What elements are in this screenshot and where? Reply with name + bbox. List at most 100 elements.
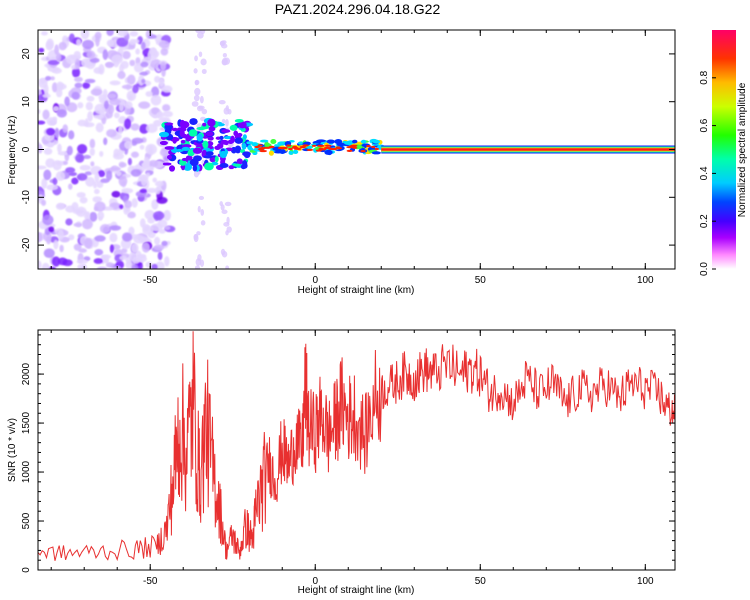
noise-blob (87, 111, 93, 122)
noise-blob (195, 258, 202, 266)
noise-blob (55, 88, 63, 98)
snr-x-axis: -50 0 50 100 (50, 330, 654, 587)
noise-blob (83, 122, 95, 128)
signal-blob (306, 145, 313, 150)
noise-blob (94, 201, 106, 212)
noise-blob (48, 226, 55, 233)
noise-blob (114, 112, 120, 119)
noise-blob (77, 102, 84, 109)
noise-blob (45, 75, 52, 81)
noise-blob (144, 209, 155, 220)
noise-blob (71, 67, 81, 78)
signal-blob (372, 139, 381, 144)
noise-blob (133, 234, 145, 244)
noise-blob (90, 88, 103, 96)
x-tick-label: 0 (312, 275, 318, 286)
noise-blob (145, 123, 158, 134)
signal-blob (207, 118, 216, 127)
noise-blob (43, 169, 52, 181)
signal-blob (234, 119, 244, 123)
noise-blob (118, 162, 127, 168)
noise-blob (111, 190, 121, 198)
noise-blob (51, 256, 61, 267)
noise-blob (92, 196, 102, 203)
noise-blob (68, 234, 75, 241)
signal-blob (236, 158, 243, 165)
noise-blob (84, 171, 93, 176)
signal-blob (202, 140, 209, 149)
noise-blob (117, 125, 123, 135)
noise-blob (97, 211, 105, 220)
noise-blob (121, 187, 134, 194)
noise-blob (47, 60, 60, 66)
noise-blob (59, 244, 64, 253)
signal-blob (298, 141, 304, 145)
spectrogram-y-title: Frequency (Hz) (7, 116, 18, 185)
noise-blob (129, 252, 136, 262)
noise-blob (89, 57, 100, 63)
x-tick-label: 50 (475, 576, 487, 587)
noise-blob (38, 144, 43, 154)
signal-core (287, 147, 293, 151)
noise-blob (105, 170, 113, 181)
snr-panel: -50 0 50 100 0 500 1000 1500 2000 Height of str… (7, 329, 676, 596)
noise-blob (94, 103, 106, 115)
signal-core (257, 148, 265, 151)
noise-blob (226, 216, 230, 225)
signal-core (302, 144, 309, 147)
signal-blob (316, 139, 327, 143)
noise-blob (223, 107, 230, 115)
noise-blob (66, 145, 73, 156)
noise-blob (56, 52, 62, 62)
noise-blob (42, 214, 54, 226)
noise-blob (46, 235, 52, 245)
noise-blob (46, 128, 56, 136)
noise-blob (65, 54, 77, 65)
noise-blob (109, 98, 121, 106)
signal-core (318, 147, 324, 150)
noise-blob (111, 54, 123, 65)
noise-blob (94, 31, 102, 39)
noise-blob (193, 94, 200, 102)
signal-core (360, 149, 366, 153)
signal-blob (224, 140, 229, 146)
noise-blob (103, 137, 108, 146)
spectrogram-panel: -50 0 50 100 -20 -10 0 10 20 Height of straight… (7, 29, 676, 296)
noise-blob (131, 264, 139, 269)
noise-blob (161, 240, 168, 247)
noise-blob (41, 178, 48, 189)
snr-y-axis: 0 500 1000 1500 2000 (21, 334, 675, 573)
noise-blob (52, 116, 58, 122)
noise-blob (68, 33, 75, 43)
noise-blob (90, 161, 95, 167)
noise-blob (195, 30, 202, 34)
signal-blob (203, 155, 213, 159)
noise-blob (121, 84, 134, 90)
signal-blob (360, 139, 367, 144)
noise-blob (149, 166, 154, 171)
noise-blob (77, 143, 88, 154)
signal-blob (214, 145, 221, 150)
noise-blob (148, 160, 158, 168)
noise-blob (68, 172, 78, 177)
noise-blob (106, 129, 117, 138)
noise-blob (46, 184, 59, 191)
spectrogram-x-axis: -50 0 50 100 (50, 30, 654, 286)
y-tick-label: 10 (21, 96, 32, 108)
signal-blob (230, 135, 236, 144)
colorbar: 0.0 0.2 0.4 0.6 0.8 Normalized spectral ampl… (699, 30, 748, 276)
noise-blob (139, 236, 150, 242)
noise-blob (65, 218, 73, 226)
noise-blob (56, 109, 67, 118)
signal-core (277, 146, 283, 150)
noise-blob (52, 177, 58, 186)
noise-blob (71, 177, 79, 185)
noise-blob (41, 199, 47, 206)
noise-blob (93, 258, 103, 264)
noise-blob (226, 226, 232, 233)
noise-blob (57, 229, 64, 241)
signal-blob (209, 156, 216, 163)
spectrogram-y-axis: -20 -10 0 10 20 (21, 48, 675, 252)
noise-blob (62, 124, 69, 133)
noise-blob (161, 85, 173, 93)
